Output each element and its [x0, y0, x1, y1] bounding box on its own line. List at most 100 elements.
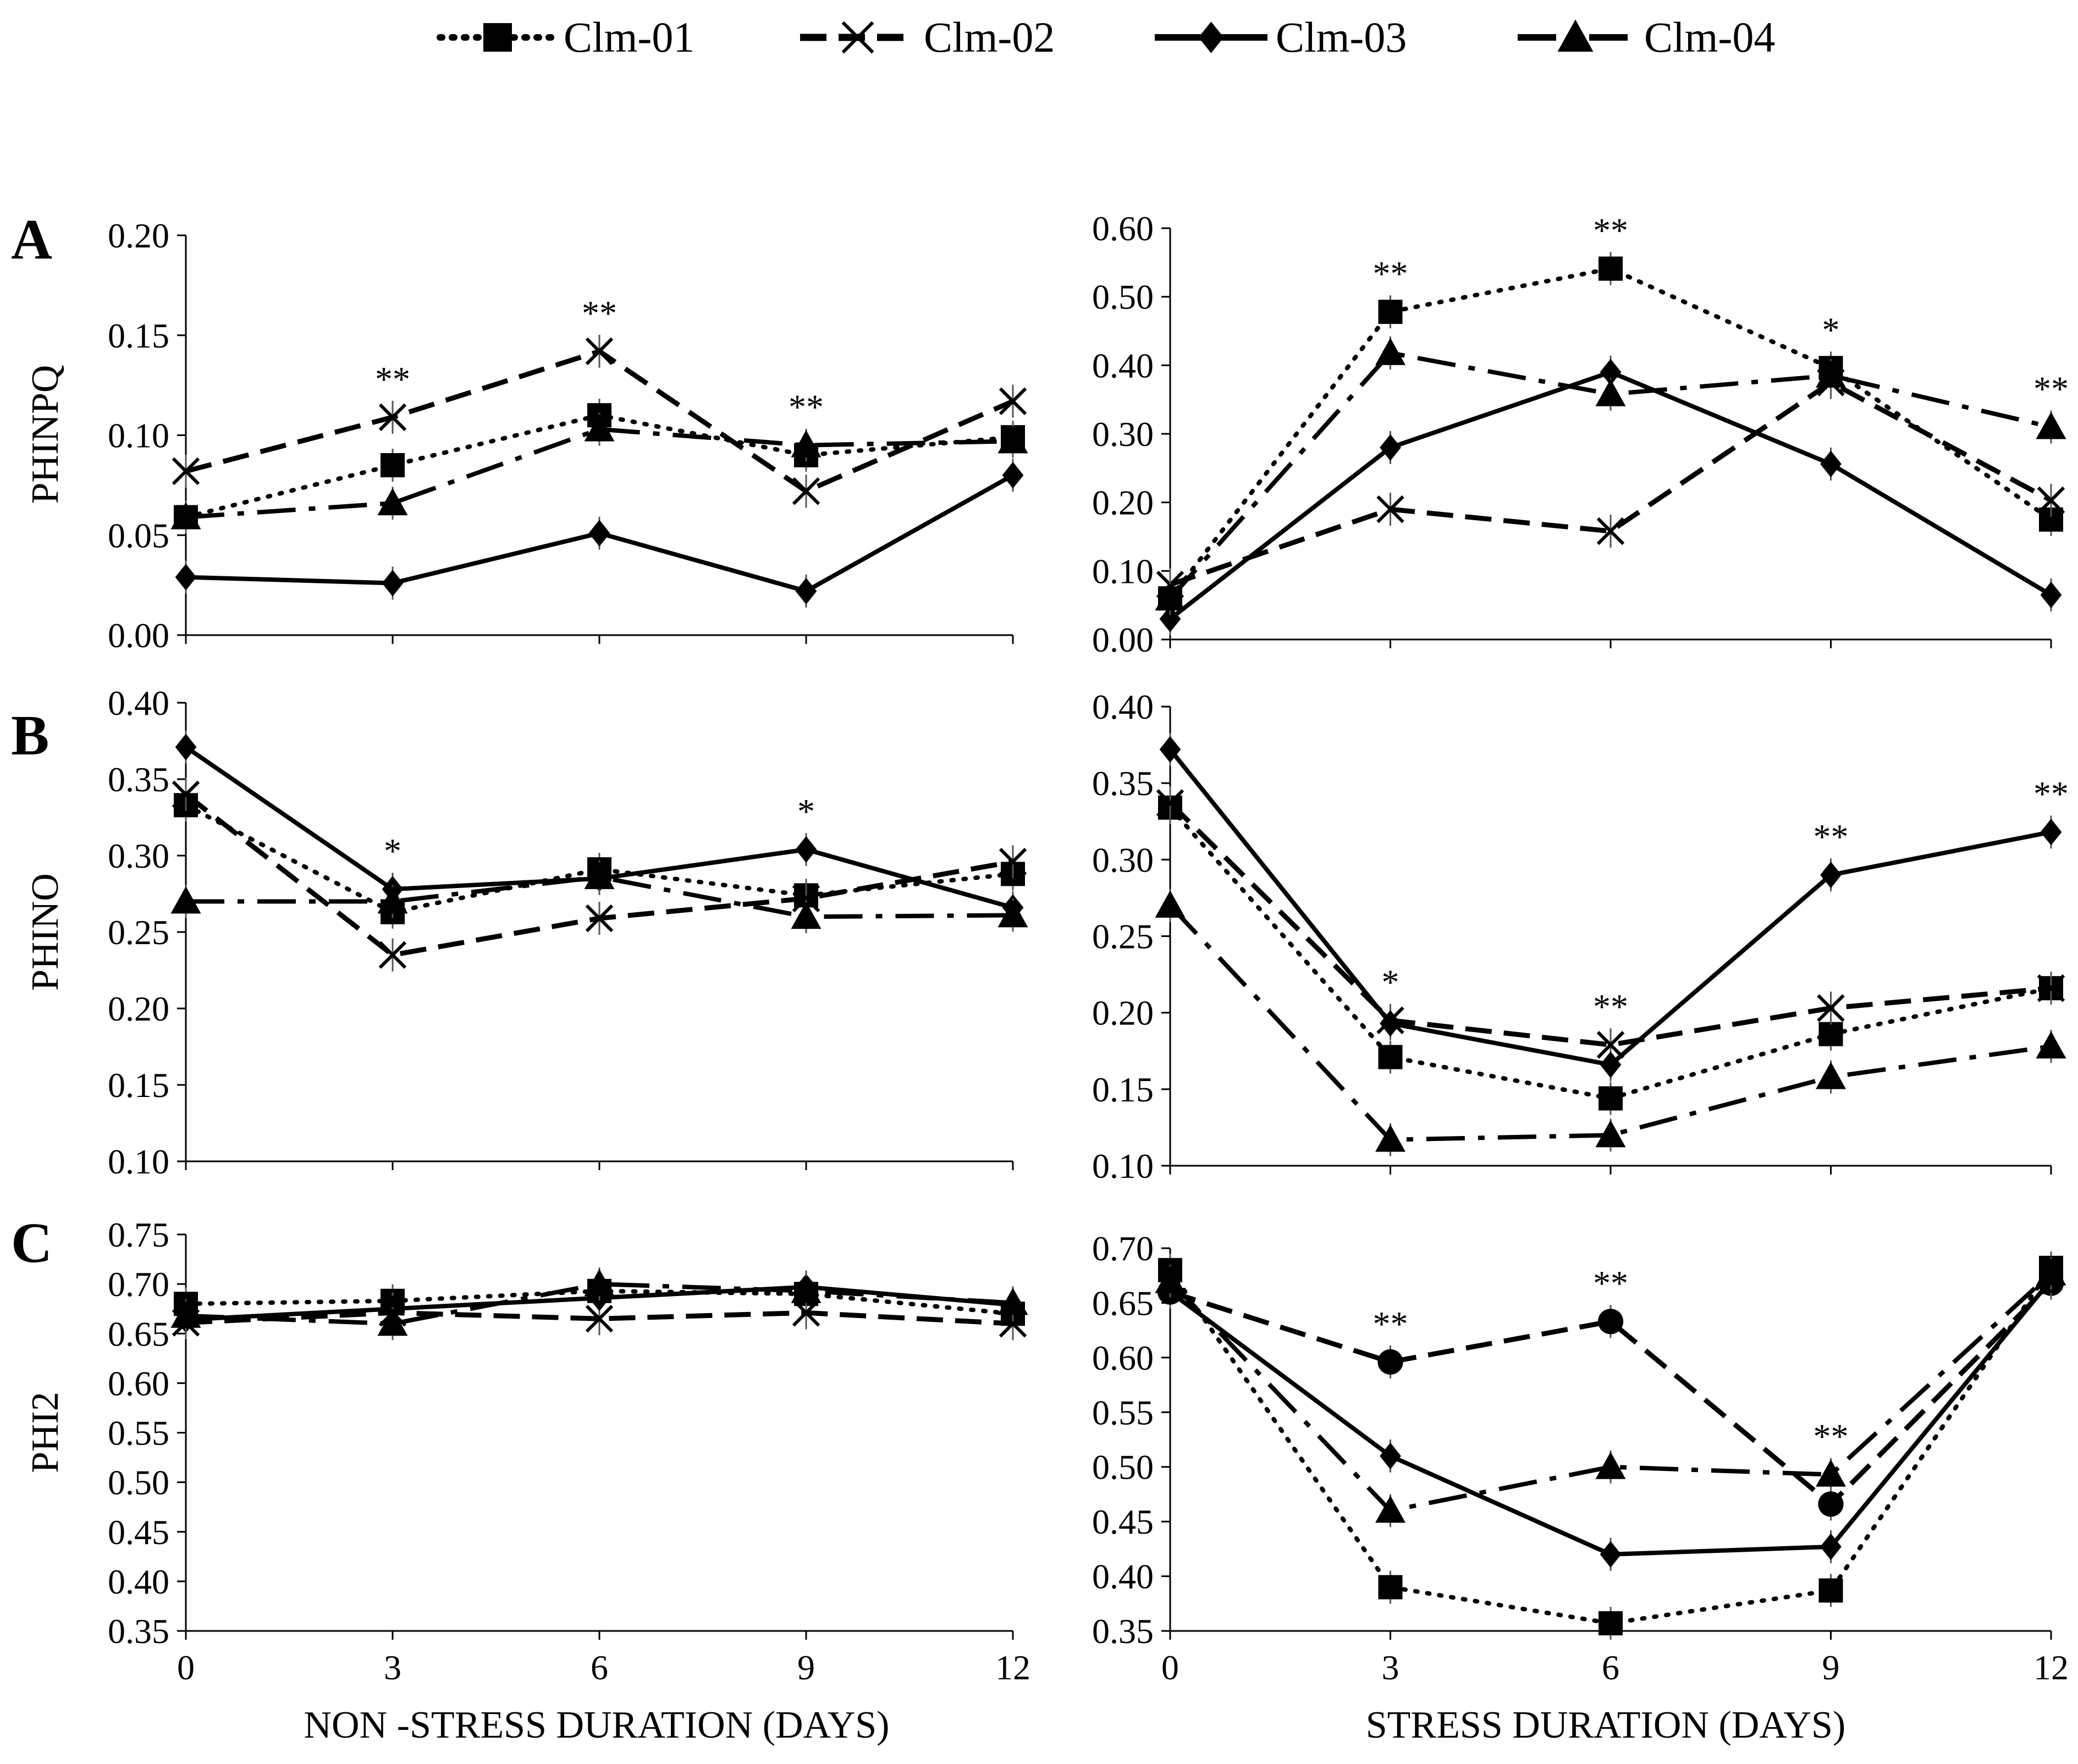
data-point-clm-03 — [1820, 1533, 1842, 1561]
y-tick-label: 0.40 — [1092, 346, 1154, 385]
y-tick-label: 0.35 — [1092, 764, 1154, 803]
y-tick-label: 0.65 — [1092, 1283, 1154, 1322]
data-point-clm-03 — [588, 520, 610, 547]
y-tick-label: 0.20 — [108, 216, 169, 255]
data-point-clm-02 — [999, 1310, 1027, 1338]
data-point-clm-04 — [997, 900, 1028, 928]
data-point-clm-03 — [1380, 1442, 1401, 1470]
y-tick-label: 0.40 — [1092, 687, 1154, 726]
data-point-clm-03 — [382, 570, 404, 597]
y-tick-label: 0.70 — [108, 1265, 169, 1304]
data-point-clm-04 — [1595, 1120, 1626, 1148]
data-point-clm-02 — [378, 403, 407, 432]
series-clm-02 — [172, 334, 1027, 508]
x-tick-label: 0 — [1161, 1648, 1179, 1687]
data-point-clm-02 — [792, 1299, 820, 1327]
legend: Clm-01 Clm-02 Clm-03 Clm-04 — [437, 13, 1775, 61]
y-tick-label: 0.00 — [108, 616, 169, 655]
data-point-clm-04 — [1155, 1266, 1186, 1293]
data-point-clm-01 — [1378, 300, 1403, 324]
y-tick-label: 0.15 — [1092, 1070, 1154, 1109]
legend-label-clm-04: Clm-04 — [1644, 13, 1775, 61]
y-tick-label: 0.75 — [108, 1215, 169, 1254]
series-clm-04 — [170, 1267, 1028, 1341]
y-tick-label: 0.10 — [108, 1142, 169, 1181]
y-tick-label: 0.15 — [108, 316, 169, 355]
data-point-clm-03 — [1600, 1051, 1622, 1078]
series-line-clm-01 — [184, 803, 1015, 914]
y-tick-label: 0.65 — [108, 1314, 169, 1353]
series-clm-04 — [1155, 336, 2066, 615]
panel-a-right: 0.000.100.200.300.400.500.60******* — [1092, 209, 2069, 659]
series-clm-04 — [170, 412, 1028, 534]
y-tick-label: 0.70 — [1092, 1229, 1154, 1268]
y-tick-label: 0.35 — [1092, 1612, 1154, 1651]
x-tick-label: 6 — [1602, 1648, 1619, 1687]
data-point-clm-03 — [1380, 434, 1401, 461]
x-axis-title-right: STRESS DURATION (DAYS) — [1366, 1704, 1846, 1746]
data-point-clm-01 — [381, 453, 405, 478]
legend-marker-clm-01 — [483, 23, 512, 52]
data-point-clm-04 — [791, 430, 822, 457]
data-point-clm-01 — [1818, 1578, 1843, 1603]
series-clm-03 — [1159, 732, 2062, 1082]
significance-label: ** — [1814, 1417, 1849, 1456]
y-tick-label: 0.00 — [1092, 620, 1154, 659]
significance-label: * — [1822, 310, 1840, 349]
y-tick-label: 0.10 — [1092, 552, 1154, 591]
data-point-clm-04 — [1595, 1452, 1626, 1479]
series-line-clm-02 — [1169, 1281, 2053, 1507]
y-axis-title: PHINO — [24, 873, 67, 991]
y-tick-label: 0.35 — [108, 760, 169, 799]
y-tick-label: 0.10 — [1092, 1146, 1154, 1186]
y-tick-label: 0.45 — [108, 1513, 169, 1552]
data-point-clm-02 — [378, 941, 407, 969]
series-line-clm-04 — [1168, 904, 2052, 1142]
significance-label: * — [797, 792, 815, 831]
data-point-clm-01 — [1599, 1086, 1623, 1111]
significance-label: ** — [1593, 987, 1628, 1026]
panel-letter-a: A — [11, 208, 52, 271]
data-point-clm-04 — [170, 502, 201, 530]
series-clm-03 — [1159, 355, 2062, 636]
series-clm-02 — [172, 778, 1027, 972]
series-clm-03 — [175, 730, 1024, 924]
significance-label: ** — [1373, 254, 1408, 293]
y-tick-label: 0.30 — [1092, 415, 1154, 454]
y-tick-label: 0.45 — [1092, 1502, 1154, 1541]
legend-entry-clm-02: Clm-02 — [800, 13, 1055, 61]
data-point-clm-03 — [1820, 861, 1842, 889]
data-point-clm-04 — [791, 1276, 822, 1303]
series-clm-04 — [1155, 1256, 2066, 1528]
panel-c-left: 0.35 0.40 0.45 0.50 0.55 0.60 0.65 0.70 0.75 0 3 6 9… — [11, 1211, 1030, 1687]
x-tick-label: 9 — [797, 1648, 815, 1687]
data-point-clm-04 — [2036, 1258, 2066, 1286]
data-point-clm-03 — [1820, 450, 1842, 478]
significance-label: ** — [789, 388, 824, 427]
data-point-clm-04 — [377, 488, 408, 516]
data-point-clm-02 — [1818, 1491, 1844, 1517]
data-point-clm-03 — [1600, 1541, 1622, 1568]
data-point-clm-04 — [1375, 1495, 1405, 1523]
data-point-clm-02 — [1376, 495, 1404, 523]
data-point-clm-04 — [997, 426, 1028, 454]
data-point-clm-04 — [1155, 583, 1186, 611]
data-point-clm-01 — [1818, 1022, 1843, 1046]
y-tick-label: 0.55 — [108, 1414, 169, 1453]
x-tick-label: 3 — [1382, 1648, 1399, 1687]
y-tick-label: 0.30 — [1092, 840, 1154, 879]
data-point-clm-03 — [1159, 605, 1181, 632]
y-axis-title: PHI2 — [24, 1392, 67, 1473]
significance-label: ** — [2033, 370, 2069, 409]
y-tick-label: 0.10 — [108, 416, 169, 455]
significance-label: ** — [582, 294, 617, 333]
data-point-clm-04 — [2036, 412, 2066, 439]
data-point-clm-03 — [2040, 581, 2062, 609]
y-tick-label: 0.40 — [108, 1562, 169, 1601]
x-tick-label: 0 — [177, 1648, 195, 1687]
y-tick-label: 0.50 — [1092, 1448, 1154, 1487]
data-point-clm-03 — [1380, 1010, 1401, 1037]
data-point-clm-03 — [1159, 736, 1181, 763]
